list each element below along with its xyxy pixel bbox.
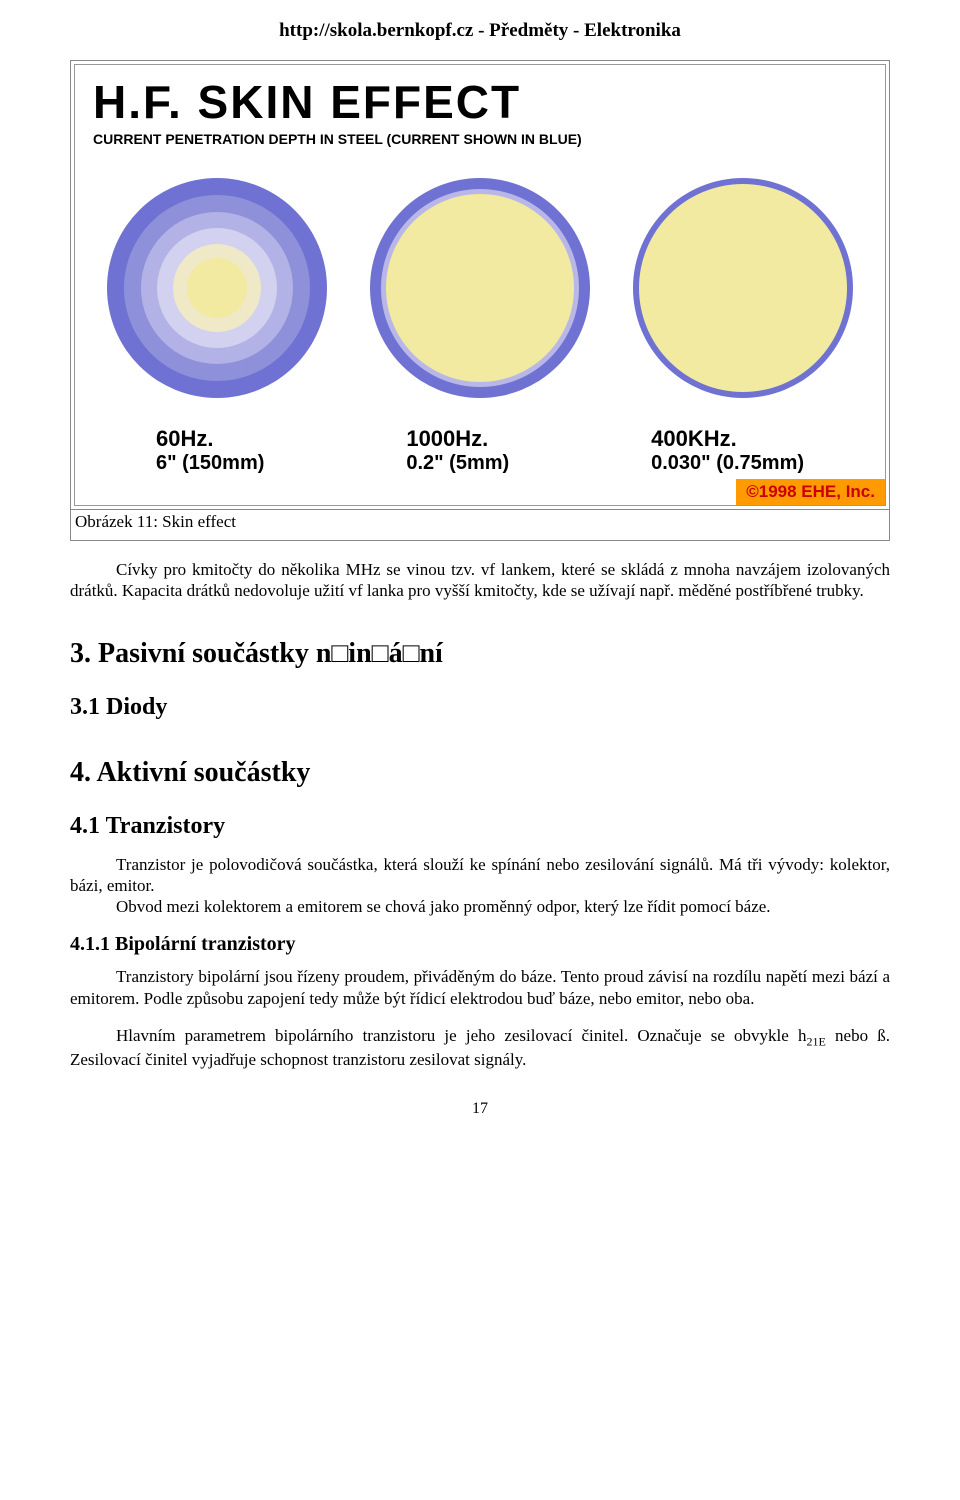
label-400khz: 400KHz. 0.030" (0.75mm)	[651, 426, 804, 475]
circle-60hz	[102, 173, 332, 408]
figure-outer-frame: H.F. SKIN EFFECT CURRENT PENETRATION DEP…	[70, 60, 890, 510]
circle-400khz	[628, 173, 858, 408]
para-bip-sub: 21E	[807, 1034, 826, 1048]
circles-row	[75, 161, 885, 426]
circle-labels-row: 60Hz. 6" (150mm) 1000Hz. 0.2" (5mm) 400K…	[75, 426, 885, 479]
freq-1000hz: 1000Hz.	[406, 426, 509, 452]
para-tranz-b: Obvod mezi kolektorem a emitorem se chov…	[116, 897, 771, 916]
paragraph-bipolar-b: Hlavním parametrem bipolárního tranzisto…	[70, 1025, 890, 1071]
paragraph-tranzistor: Tranzistor je polovodičová součástka, kt…	[70, 854, 890, 918]
freq-400khz: 400KHz.	[651, 426, 804, 452]
depth-1000hz: 0.2" (5mm)	[406, 452, 509, 475]
label-1000hz: 1000Hz. 0.2" (5mm)	[406, 426, 509, 475]
paragraph-intro: Cívky pro kmitočty do několika MHz se vi…	[70, 559, 890, 602]
para-bip-b1: Hlavním parametrem bipolárního tranzisto…	[116, 1026, 807, 1045]
copyright-strip: ©1998 EHE, Inc.	[75, 479, 885, 505]
para-bip-a: Tranzistory bipolární jsou řízeny proude…	[70, 967, 890, 1007]
para-tranz-a: Tranzistor je polovodičová součástka, kt…	[70, 855, 890, 895]
label-60hz: 60Hz. 6" (150mm)	[156, 426, 264, 475]
page-header-link: http://skola.bernkopf.cz - Předměty - El…	[70, 20, 890, 42]
figure-subtitle: CURRENT PENETRATION DEPTH IN STEEL (CURR…	[75, 125, 885, 161]
figure-caption: Obrázek 11: Skin effect	[70, 510, 890, 541]
heading-4: 4. Aktivní součástky	[70, 757, 890, 789]
paragraph-intro-text: Cívky pro kmitočty do několika MHz se vi…	[70, 560, 890, 600]
copyright-chip: ©1998 EHE, Inc.	[736, 479, 885, 505]
circle-1000hz	[365, 173, 595, 408]
heading-3-1: 3.1 Diody	[70, 694, 890, 721]
figure-title: H.F. SKIN EFFECT	[75, 65, 885, 125]
freq-60hz: 60Hz.	[156, 426, 264, 452]
heading-4-1: 4.1 Tranzistory	[70, 813, 890, 840]
page-number: 17	[70, 1100, 890, 1118]
heading-3: 3. Pasivní součástky n□in□á□ní	[70, 638, 890, 670]
depth-400khz: 0.030" (0.75mm)	[651, 452, 804, 475]
figure-inner: H.F. SKIN EFFECT CURRENT PENETRATION DEP…	[74, 64, 886, 506]
heading-4-1-1: 4.1.1 Bipolární tranzistory	[70, 933, 890, 956]
paragraph-bipolar-a: Tranzistory bipolární jsou řízeny proude…	[70, 966, 890, 1009]
depth-60hz: 6" (150mm)	[156, 452, 264, 475]
